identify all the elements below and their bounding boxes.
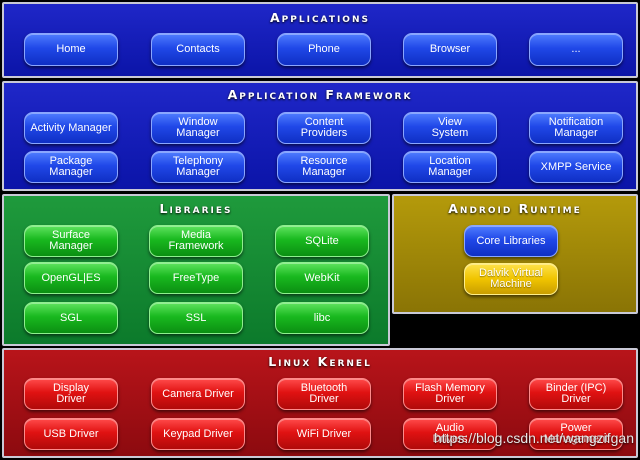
lib-sgl[interactable]: SGL [24, 302, 118, 334]
lib-sqlite[interactable]: SQLite [275, 225, 369, 257]
app-more-button[interactable]: ... [529, 33, 623, 66]
app-home-button[interactable]: Home [24, 33, 118, 66]
lib-media-framework[interactable]: Media Framework [149, 225, 243, 257]
lib-webkit[interactable]: WebKit [275, 262, 369, 294]
kernel-bluetooth-driver[interactable]: Bluetooth Driver [277, 378, 371, 410]
runtime-dalvik-vm[interactable]: Dalvik Virtual Machine [464, 263, 558, 295]
applications-title: Applications [270, 10, 370, 25]
kernel-audio-drivers[interactable]: Audio Drivers [403, 418, 497, 450]
app-browser-button[interactable]: Browser [403, 33, 497, 66]
lib-surface-manager[interactable]: Surface Manager [24, 225, 118, 257]
lib-freetype[interactable]: FreeType [149, 262, 243, 294]
kernel-camera-driver[interactable]: Camera Driver [151, 378, 245, 410]
framework-resource-manager[interactable]: Resource Manager [277, 151, 371, 183]
kernel-display-driver[interactable]: Display Driver [24, 378, 118, 410]
runtime-core-libraries[interactable]: Core Libraries [464, 225, 558, 257]
framework-content-providers[interactable]: Content Providers [277, 112, 371, 144]
kernel-wifi-driver[interactable]: WiFi Driver [277, 418, 371, 450]
lib-ssl[interactable]: SSL [149, 302, 243, 334]
libraries-layer: Libraries Surface Manager Media Framewor… [2, 194, 390, 346]
runtime-title: Android Runtime [448, 201, 582, 216]
kernel-title: Linux Kernel [268, 354, 372, 369]
watermark-text: https://blog.csdn.net/wangzifgan [433, 430, 634, 446]
framework-xmpp-service[interactable]: XMPP Service [529, 151, 623, 183]
runtime-layer: Android Runtime Core Libraries Dalvik Vi… [392, 194, 638, 314]
kernel-flash-memory-driver[interactable]: Flash Memory Driver [403, 378, 497, 410]
kernel-keypad-driver[interactable]: Keypad Driver [151, 418, 245, 450]
applications-layer: Applications Home Contacts Phone Browser… [2, 2, 638, 78]
app-contacts-button[interactable]: Contacts [151, 33, 245, 66]
kernel-usb-driver[interactable]: USB Driver [24, 418, 118, 450]
kernel-binder-ipc-driver[interactable]: Binder (IPC) Driver [529, 378, 623, 410]
framework-package-manager[interactable]: Package Manager [24, 151, 118, 183]
framework-telephony-manager[interactable]: Telephony Manager [151, 151, 245, 183]
framework-view-system[interactable]: View System [403, 112, 497, 144]
framework-title: Application Framework [227, 87, 413, 102]
framework-window-manager[interactable]: Window Manager [151, 112, 245, 144]
framework-layer: Application Framework Activity Manager W… [2, 81, 638, 191]
framework-notification-manager[interactable]: Notification Manager [529, 112, 623, 144]
lib-opengl-es[interactable]: OpenGL|ES [24, 262, 118, 294]
kernel-layer: Linux Kernel Display Driver Camera Drive… [2, 348, 638, 458]
framework-location-manager[interactable]: Location Manager [403, 151, 497, 183]
framework-activity-manager[interactable]: Activity Manager [24, 112, 118, 144]
lib-libc[interactable]: libc [275, 302, 369, 334]
kernel-power-management[interactable]: Power Management [529, 418, 623, 450]
libraries-title: Libraries [159, 201, 233, 216]
app-phone-button[interactable]: Phone [277, 33, 371, 66]
